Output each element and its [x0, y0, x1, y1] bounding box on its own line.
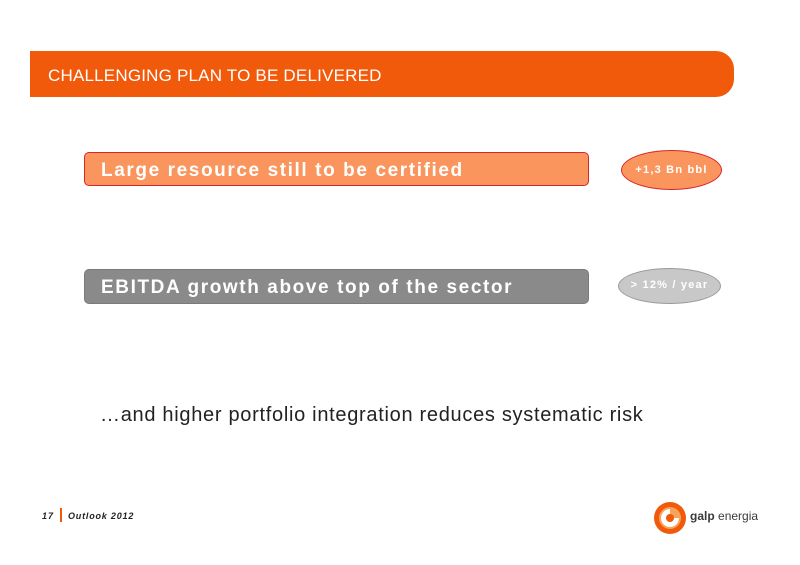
statement-text: Large resource still to be certified [101, 160, 464, 181]
galp-logo-icon [654, 502, 686, 534]
title-bar: CHALLENGING PLAN TO BE DELIVERED [30, 51, 734, 97]
tagline: …and higher portfolio integration reduce… [100, 404, 644, 426]
logo-suffix: energia [718, 509, 759, 523]
galp-logo: galp energia [653, 500, 763, 536]
logo-brand: galp [690, 509, 715, 523]
statement-text: EBITDA growth above top of the sector [101, 277, 514, 298]
value-ellipse-resource: +1,3 Bn bbl [621, 150, 722, 190]
page-number: 17 [42, 511, 55, 521]
slide-title: CHALLENGING PLAN TO BE DELIVERED [48, 66, 382, 85]
value-text: > 12% / year [630, 279, 709, 291]
logo-wordmark: galp energia [690, 509, 758, 523]
value-ellipse-ebitda: > 12% / year [618, 268, 721, 304]
footer-label: Outlook 2012 [68, 511, 135, 521]
footer-divider [60, 508, 62, 522]
value-text: +1,3 Bn bbl [635, 164, 708, 176]
statement-box-resource: Large resource still to be certified [84, 152, 589, 186]
statement-box-ebitda: EBITDA growth above top of the sector [84, 269, 589, 304]
